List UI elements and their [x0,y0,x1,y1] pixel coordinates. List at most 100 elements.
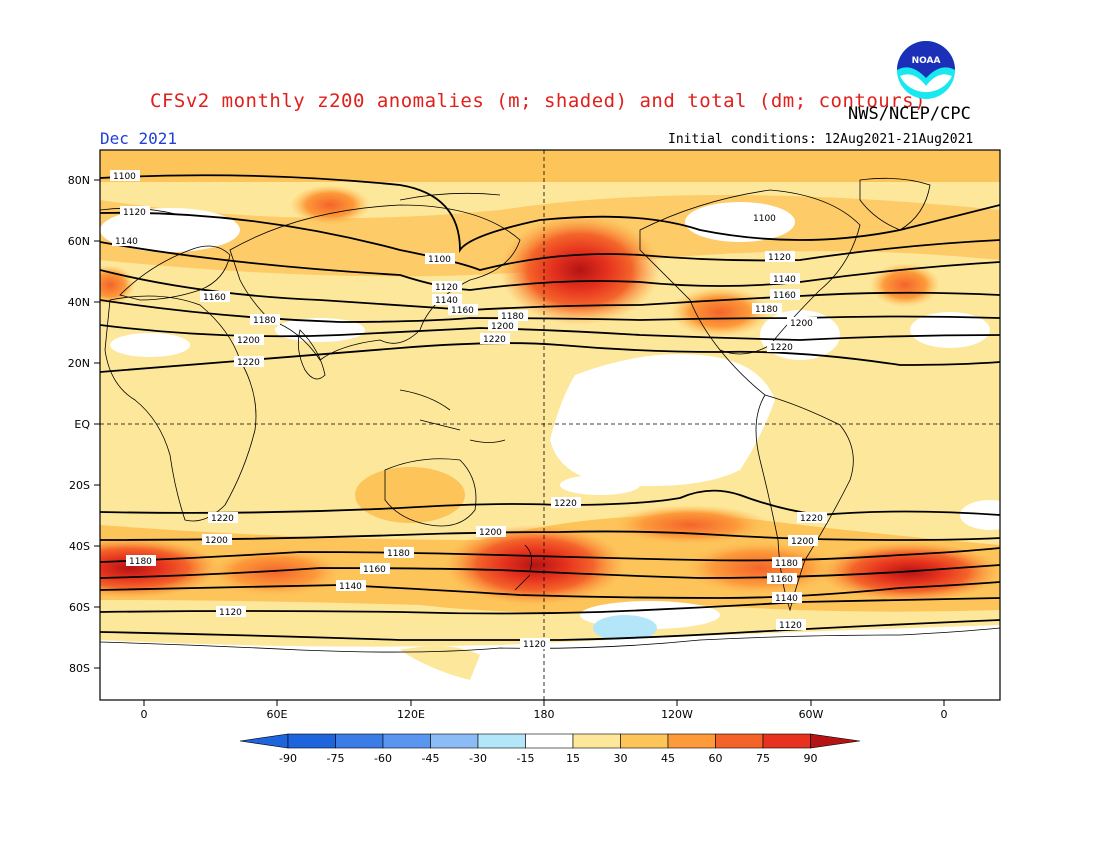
shading-layer: 1100 1100 1100 1120 1120 1120 1140 1140 … [100,150,1000,700]
colorbar-label: 90 [804,752,818,765]
svg-text:1140: 1140 [115,237,138,247]
contour-label-1200-c: 1200 [787,317,817,329]
contour-label-1140-d: 1140 [336,580,366,592]
svg-text:1120: 1120 [123,208,146,218]
colorbar-label: 60 [709,752,723,765]
svg-text:1220: 1220 [800,514,823,524]
colorbar-segment [667,733,716,749]
colorbar-segment [287,733,336,749]
svg-text:1140: 1140 [339,582,362,592]
contour-label-1100-b: 1100 [425,253,455,265]
svg-text:1140: 1140 [435,296,458,306]
svg-text:1100: 1100 [113,172,136,182]
lon-label-120e: 120E [397,708,425,721]
colorbar-label: -15 [517,752,535,765]
contour-label-1120-f: 1120 [776,619,806,631]
contour-label-1120-e: 1120 [520,638,550,650]
colorbar-segment [525,733,574,749]
logo-text: NOAA [912,56,941,66]
colorbar-left-arrow [239,733,289,749]
coastlines [100,177,1000,653]
contour-label-1220-a: 1220 [234,356,264,368]
svg-text:1120: 1120 [219,608,242,618]
svg-text:1160: 1160 [363,565,386,575]
lat-label-80s: 80S [69,662,90,675]
contour-label-1200-d: 1200 [202,534,232,546]
colorbar-label: 75 [756,752,770,765]
contour-label-1220-d: 1220 [208,512,238,524]
colorbar-label: -75 [327,752,345,765]
contour-label-1140-c: 1140 [770,273,800,285]
colorbar-segment [620,733,669,749]
svg-text:1160: 1160 [770,575,793,585]
colorbar-label: -45 [422,752,440,765]
agency-label: NWS/NCEP/CPC [848,104,971,124]
lat-label-40s: 40S [69,540,90,553]
lon-label-0-left: 0 [141,708,148,721]
contour-label-1140-b: 1140 [432,294,462,306]
contour-label-1180-c: 1180 [752,303,782,315]
lon-label-0-right: 0 [941,708,948,721]
svg-text:1120: 1120 [768,253,791,263]
contour-label-1180-b: 1180 [498,310,528,322]
svg-text:1160: 1160 [203,293,226,303]
svg-text:1200: 1200 [205,536,228,546]
contour-label-1120-d: 1120 [216,606,246,618]
contour-label-1180-d: 1180 [126,555,156,567]
colorbar-label: -60 [374,752,392,765]
colorbar-label: -90 [279,752,297,765]
contour-label-1180-a: 1180 [250,314,280,326]
map-title: CFSv2 monthly z200 anomalies (m; shaded)… [150,90,927,112]
contour-label-1220-e: 1220 [551,497,581,509]
contour-label-1140-e: 1140 [772,592,802,604]
contour-label-1100-a: 1100 [110,170,140,182]
svg-text:1100: 1100 [753,214,776,224]
contour-label-1160-a: 1160 [200,291,230,303]
colorbar-label: -30 [469,752,487,765]
colorbar-segment [762,733,811,749]
lat-label-60n: 60N [68,235,90,248]
colorbar: -90 -75 -60 -45 -30 -15 15 30 45 60 75 90 [239,733,861,765]
svg-text:1160: 1160 [451,306,474,316]
latitude-axis: 80N 60N 40N 20N EQ 20S 40S 60S 80S [68,174,100,675]
svg-text:1100: 1100 [428,255,451,265]
noaa-logo-icon: NOAA [897,41,955,99]
contour-label-1200-f: 1200 [788,535,818,547]
contour-label-1160-e: 1160 [767,573,797,585]
colorbar-label: 15 [566,752,580,765]
svg-text:1200: 1200 [790,319,813,329]
contour-label-1180-f: 1180 [772,557,802,569]
contour-label-1140-a: 1140 [112,235,142,247]
svg-text:1220: 1220 [483,335,506,345]
svg-text:1220: 1220 [237,358,260,368]
colorbar-segment [715,733,764,749]
height-contours [100,174,1000,641]
svg-text:1200: 1200 [791,537,814,547]
lon-label-60w: 60W [799,708,824,721]
contour-label-1220-f: 1220 [797,512,827,524]
colorbar-segment [477,733,526,749]
contour-labels: 1100 1100 1100 1120 1120 1120 1140 1140 … [110,170,827,650]
svg-text:1220: 1220 [554,499,577,509]
svg-text:1120: 1120 [523,640,546,650]
svg-text:1200: 1200 [479,528,502,538]
contour-label-1220-b: 1220 [480,333,510,345]
svg-text:1120: 1120 [779,621,802,631]
svg-text:1180: 1180 [387,549,410,559]
contour-label-1200-e: 1200 [476,526,506,538]
lat-label-20s: 20S [69,479,90,492]
lon-label-60e: 60E [267,708,288,721]
contour-label-1180-e: 1180 [384,547,414,559]
contour-label-1120-c: 1120 [765,251,795,263]
contour-label-1160-d: 1160 [360,563,390,575]
svg-text:1200: 1200 [491,322,514,332]
svg-text:1140: 1140 [773,275,796,285]
colorbar-segment [382,733,431,749]
svg-text:1120: 1120 [435,283,458,293]
lat-label-60s: 60S [69,601,90,614]
svg-text:1220: 1220 [770,343,793,353]
lon-label-180: 180 [534,708,555,721]
contour-label-1160-c: 1160 [770,289,800,301]
contour-label-1200-a: 1200 [234,334,264,346]
